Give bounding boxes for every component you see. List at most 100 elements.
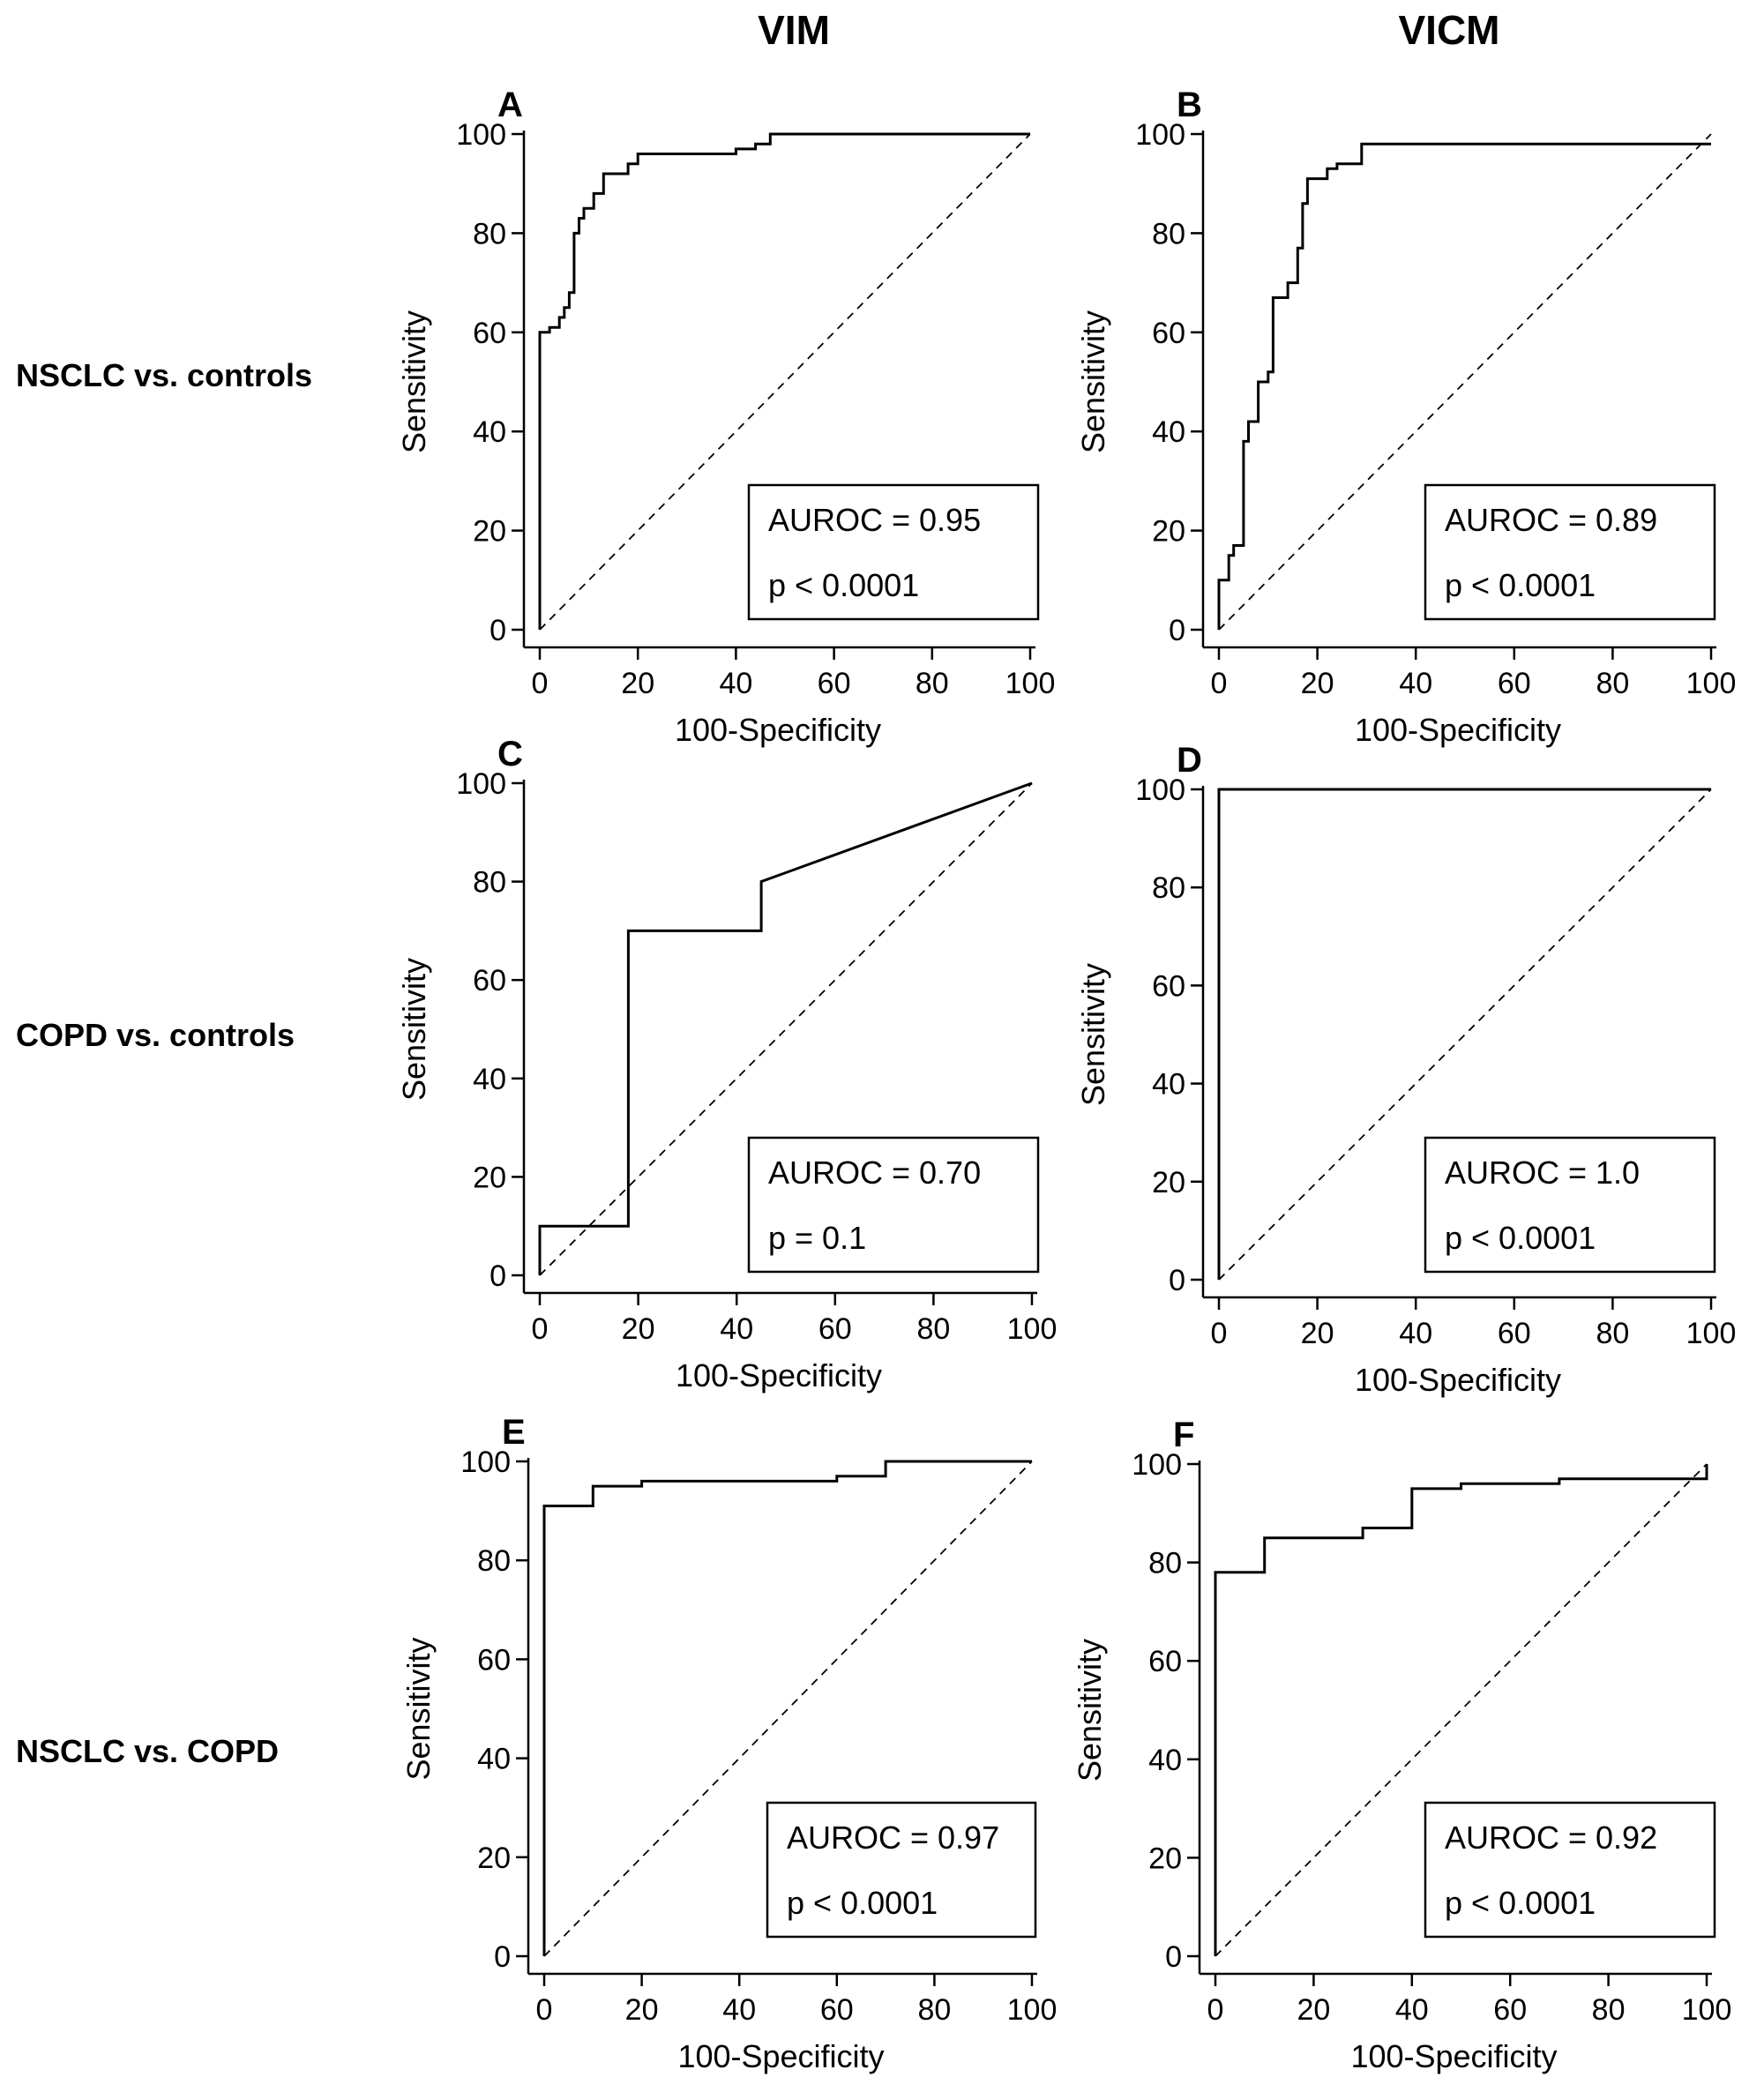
x-axis-title-e: 100-Specificity xyxy=(677,2038,884,2074)
roc-curve-d xyxy=(1217,788,1711,1280)
auroc-label-f: AUROC = 0.92 xyxy=(1445,1819,1657,1856)
panel-e: E 0 20 40 60 80 100 0 20 40 60 80 100 100-Specificity… xyxy=(400,1413,1057,2074)
auroc-label-a: AUROC = 0.95 xyxy=(768,502,981,538)
stats-box-d xyxy=(1424,1136,1716,1274)
y-tick-label-f-20: 20 xyxy=(1148,1842,1182,1875)
x-axis-title-f: 100-Specificity xyxy=(1350,2038,1557,2074)
y-tick-label-c-80: 80 xyxy=(473,866,506,900)
y-tick-label-f-60: 60 xyxy=(1148,1645,1182,1678)
y-axis-title-b: Sensitivity xyxy=(1075,310,1111,453)
x-tick-label-e-100: 100 xyxy=(1007,1993,1058,2027)
roc-curve-a xyxy=(538,132,1030,630)
y-tick-label-e-20: 20 xyxy=(477,1842,511,1875)
x-tick-label-c-100: 100 xyxy=(1007,1312,1058,1346)
panel-a: A 0 20 40 60 80 100 0 20 40 60 80 100 100-Specificity… xyxy=(396,86,1055,748)
p-value-label-e: p < 0.0001 xyxy=(787,1885,938,1921)
x-tick-label-f-20: 20 xyxy=(1297,1993,1330,2027)
y-tick-label-e-80: 80 xyxy=(477,1544,511,1578)
x-axis-title-c: 100-Specificity xyxy=(676,1357,882,1393)
x-tick-label-d-60: 60 xyxy=(1498,1317,1531,1350)
y-tick-label-b-80: 80 xyxy=(1152,217,1185,250)
x-tick-label-a-60: 60 xyxy=(818,667,851,700)
auroc-label-e: AUROC = 0.97 xyxy=(787,1819,999,1856)
y-axis-title-c: Sensitivity xyxy=(396,958,432,1101)
reference-line-d xyxy=(1218,788,1712,1281)
x-tick-label-b-100: 100 xyxy=(1686,667,1737,700)
x-tick-label-a-0: 0 xyxy=(532,667,549,700)
x-tick-label-b-0: 0 xyxy=(1211,667,1228,700)
y-tick-label-e-60: 60 xyxy=(477,1643,511,1677)
x-tick-label-f-60: 60 xyxy=(1493,1993,1527,2027)
y-tick-label-d-40: 40 xyxy=(1152,1068,1185,1102)
x-tick-label-e-0: 0 xyxy=(536,1993,553,2027)
y-tick-label-b-20: 20 xyxy=(1152,515,1185,549)
y-axis-title-d: Sensitivity xyxy=(1075,963,1111,1106)
x-tick-label-f-0: 0 xyxy=(1207,1993,1224,2027)
row-header-nsclc-vs-copd: NSCLC vs. COPD xyxy=(16,1733,279,1769)
y-tick-label-f-40: 40 xyxy=(1148,1744,1182,1777)
reference-line-e xyxy=(543,1461,1033,1957)
x-tick-label-a-40: 40 xyxy=(719,667,752,700)
y-tick-label-b-60: 60 xyxy=(1152,317,1185,350)
x-tick-label-b-40: 40 xyxy=(1399,667,1432,700)
x-axis-title-d: 100-Specificity xyxy=(1355,1362,1561,1398)
stats-box-e xyxy=(766,1801,1037,1939)
panel-letter-a: A xyxy=(497,86,523,124)
y-tick-label-e-100: 100 xyxy=(460,1446,511,1479)
y-tick-label-b-40: 40 xyxy=(1152,415,1185,449)
x-tick-label-d-80: 80 xyxy=(1596,1317,1629,1350)
x-tick-label-f-40: 40 xyxy=(1395,1993,1429,2027)
stats-box-c xyxy=(747,1136,1040,1274)
x-tick-label-c-20: 20 xyxy=(622,1312,655,1346)
stats-box-a xyxy=(747,483,1040,621)
y-tick-label-e-0: 0 xyxy=(494,1940,511,1974)
y-tick-label-e-40: 40 xyxy=(477,1743,511,1776)
y-tick-label-a-80: 80 xyxy=(473,217,506,250)
x-tick-label-e-40: 40 xyxy=(722,1993,756,2027)
y-tick-label-b-100: 100 xyxy=(1135,118,1185,152)
x-tick-label-f-80: 80 xyxy=(1592,1993,1626,2027)
y-tick-label-c-40: 40 xyxy=(473,1063,506,1096)
y-tick-label-d-20: 20 xyxy=(1152,1166,1185,1199)
x-tick-label-e-80: 80 xyxy=(917,1993,951,2027)
x-tick-label-d-20: 20 xyxy=(1301,1317,1334,1350)
panel-f: F 0 20 40 60 80 100 0 20 40 60 80 100 100-Specificity… xyxy=(1072,1416,1731,2074)
x-tick-label-c-0: 0 xyxy=(532,1312,549,1346)
y-tick-label-a-0: 0 xyxy=(490,614,506,647)
x-tick-label-d-0: 0 xyxy=(1211,1317,1228,1350)
x-tick-label-e-20: 20 xyxy=(625,1993,659,2027)
x-tick-label-c-60: 60 xyxy=(818,1312,852,1346)
y-tick-label-d-0: 0 xyxy=(1169,1264,1185,1297)
x-axis-title-b: 100-Specificity xyxy=(1355,712,1561,748)
panel-letter-b: B xyxy=(1177,86,1202,124)
reference-line-b xyxy=(1218,133,1712,631)
y-axis-title-f: Sensitivity xyxy=(1072,1639,1108,1782)
column-header-vicm: VICM xyxy=(1399,7,1500,53)
row-header-nsclc-vs-controls: NSCLC vs. controls xyxy=(16,357,312,393)
p-value-label-c: p = 0.1 xyxy=(768,1220,866,1256)
y-tick-label-b-0: 0 xyxy=(1169,614,1185,647)
auroc-label-c: AUROC = 0.70 xyxy=(768,1154,981,1191)
y-tick-label-d-100: 100 xyxy=(1135,773,1185,807)
auroc-label-b: AUROC = 0.89 xyxy=(1445,502,1657,538)
panel-c: C 0 20 40 60 80 100 0 20 40 60 80 100 100-Specificity… xyxy=(396,735,1057,1393)
y-tick-label-c-0: 0 xyxy=(490,1259,506,1293)
panel-letter-d: D xyxy=(1177,741,1202,780)
y-tick-label-c-20: 20 xyxy=(473,1161,506,1194)
x-tick-label-f-100: 100 xyxy=(1682,1993,1732,2027)
panel-letter-e: E xyxy=(502,1413,526,1452)
x-tick-label-d-100: 100 xyxy=(1686,1317,1737,1350)
x-tick-label-c-80: 80 xyxy=(916,1312,950,1346)
y-tick-label-d-60: 60 xyxy=(1152,969,1185,1003)
p-value-label-d: p < 0.0001 xyxy=(1445,1220,1596,1256)
y-tick-label-a-60: 60 xyxy=(473,317,506,350)
reference-line-f xyxy=(1215,1463,1708,1957)
x-tick-label-a-20: 20 xyxy=(621,667,654,700)
y-axis-title-e: Sensitivity xyxy=(400,1637,437,1780)
y-tick-label-a-20: 20 xyxy=(473,515,506,549)
roc-curve-f xyxy=(1214,1464,1708,1956)
stats-box-f xyxy=(1424,1801,1716,1939)
y-tick-label-a-40: 40 xyxy=(473,415,506,449)
reference-line-c xyxy=(539,782,1033,1276)
